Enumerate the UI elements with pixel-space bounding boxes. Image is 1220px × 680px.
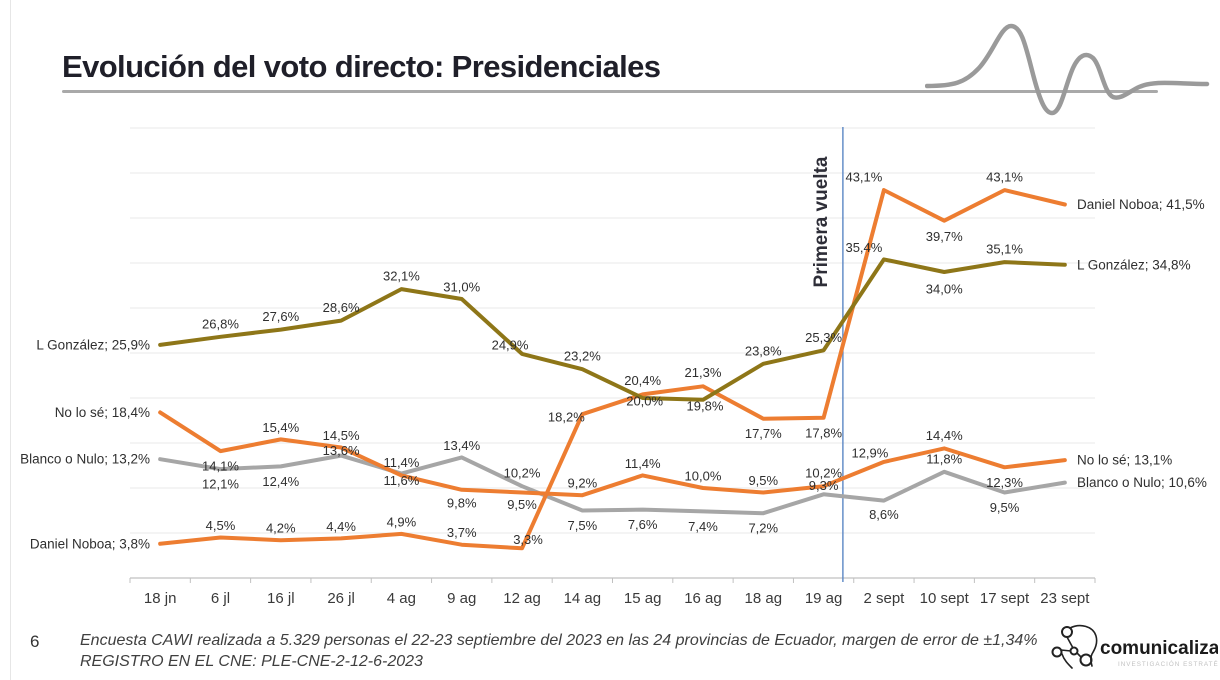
wave-decoration-icon	[925, 23, 1210, 116]
data-label: 34,0%	[926, 282, 963, 297]
logo-text: comunicaliza	[1100, 638, 1218, 659]
primera-vuelta-label: Primera vuelta	[811, 156, 832, 287]
series-start-label: Blanco o Nulo; 13,2%	[20, 452, 150, 467]
x-axis-label: 14 ag	[564, 590, 602, 607]
data-label: 14,5%	[323, 428, 360, 443]
series-start-label: L González; 25,9%	[36, 337, 150, 352]
series-end-label: Daniel Noboa; 41,5%	[1077, 197, 1205, 212]
data-label: 25,3%	[805, 330, 842, 345]
data-label: 3,7%	[447, 525, 477, 540]
x-axis-label: 6 jl	[211, 590, 230, 607]
data-label: 15,4%	[262, 420, 299, 435]
footnote: Encuesta CAWI realizada a 5.329 personas…	[80, 630, 1050, 672]
title-underline	[62, 90, 1158, 93]
slide-edge-line	[10, 0, 11, 680]
data-label: 24,9%	[492, 337, 529, 352]
data-label: 10,2%	[504, 466, 541, 481]
series-end-label: No lo sé; 13,1%	[1077, 453, 1172, 468]
series-line-l-gonz-lez	[158, 257, 1067, 402]
data-label: 23,8%	[745, 343, 782, 358]
data-label: 17,8%	[805, 425, 842, 440]
data-label: 9,2%	[568, 476, 598, 491]
x-axis-label: 4 ag	[387, 590, 416, 607]
series-line-daniel-noboa	[158, 188, 1067, 551]
data-label: 10,2%	[805, 466, 842, 481]
series-end-label: L González; 34,8%	[1077, 257, 1191, 272]
footnote-line-2: REGISTRO EN EL CNE: PLE-CNE-2-12-6-2023	[80, 653, 423, 670]
comunicaliza-logo: comunicaliza INVESTIGACIÓN ESTRATÉGICA	[1048, 622, 1220, 680]
data-label: 28,6%	[323, 300, 360, 315]
data-label: 11,6%	[383, 473, 419, 488]
series-start-label: Daniel Noboa; 3,8%	[30, 536, 150, 551]
series-end-label: Blanco o Nulo; 10,6%	[1077, 475, 1207, 490]
x-axis-label: 10 sept	[920, 590, 970, 607]
data-label: 10,0%	[685, 469, 722, 484]
data-label: 11,4%	[625, 456, 661, 471]
data-label: 35,1%	[986, 242, 1023, 257]
x-axis-label: 18 ag	[745, 590, 783, 607]
x-axis-label: 15 ag	[624, 590, 662, 607]
data-label: 11,8%	[926, 451, 962, 466]
data-label: 43,1%	[986, 170, 1023, 185]
data-label: 14,4%	[926, 428, 963, 443]
data-label: 4,2%	[266, 521, 296, 536]
data-label: 4,4%	[326, 519, 356, 534]
data-label: 12,1%	[202, 477, 239, 492]
data-label: 8,6%	[869, 507, 899, 522]
data-label: 12,9%	[851, 445, 888, 460]
data-label: 9,8%	[447, 495, 477, 510]
data-label: 19,8%	[687, 398, 724, 413]
x-axis-label: 2 sept	[863, 590, 905, 607]
data-label: 27,6%	[262, 309, 299, 324]
data-label: 7,2%	[748, 521, 778, 536]
data-label: 7,5%	[568, 518, 598, 533]
data-label: 31,0%	[443, 280, 480, 295]
logo-head-icon	[1051, 624, 1098, 669]
series-line-blanco-o-nulo	[158, 453, 1067, 516]
data-label: 12,4%	[262, 474, 299, 489]
data-label: 26,8%	[202, 316, 239, 331]
series-start-label: No lo sé; 18,4%	[55, 405, 150, 420]
x-axis-label: 26 jl	[327, 590, 355, 607]
data-label: 20,4%	[624, 373, 661, 388]
data-label: 17,7%	[745, 426, 782, 441]
x-axis-label: 9 ag	[447, 590, 476, 607]
x-axis-label: 17 sept	[980, 590, 1030, 607]
footnote-line-1: Encuesta CAWI realizada a 5.329 personas…	[80, 632, 1038, 649]
data-label: 11,4%	[383, 455, 419, 470]
data-label: 35,4%	[845, 240, 882, 255]
series-line-no-lo-s-	[158, 410, 1067, 498]
data-label: 7,4%	[688, 519, 718, 534]
data-label: 3,3%	[513, 532, 543, 547]
data-label: 43,1%	[845, 170, 882, 185]
page-number: 6	[30, 632, 40, 651]
x-axis-label: 16 jl	[267, 590, 295, 607]
data-label: 13,6%	[323, 443, 360, 458]
data-label: 12,3%	[986, 475, 1023, 490]
data-label: 18,2%	[548, 410, 585, 425]
data-label: 13,4%	[443, 438, 480, 453]
data-label: 7,6%	[628, 517, 658, 532]
data-label: 39,7%	[926, 229, 963, 244]
data-label: 21,3%	[685, 365, 722, 380]
data-label: 32,1%	[383, 269, 420, 284]
data-label: 14,1%	[202, 459, 239, 474]
x-axis-label: 19 ag	[805, 590, 843, 607]
data-label: 20,0%	[626, 394, 663, 409]
x-axis-label: 16 ag	[684, 590, 722, 607]
data-label: 9,5%	[748, 473, 778, 488]
data-label: 9,3%	[809, 478, 839, 493]
x-axis-label: 12 ag	[503, 590, 541, 607]
data-label: 4,5%	[206, 518, 236, 533]
logo-tagline: INVESTIGACIÓN ESTRATÉGICA	[1118, 659, 1218, 668]
data-label: 9,5%	[990, 500, 1020, 515]
data-label: 4,9%	[387, 514, 417, 529]
page-title: Evolución del voto directo: Presidencial…	[62, 48, 661, 84]
x-axis-label: 18 jn	[144, 590, 177, 607]
x-axis-label: 23 sept	[1040, 590, 1090, 607]
data-label: 23,2%	[564, 349, 601, 364]
data-label: 9,5%	[507, 497, 537, 512]
